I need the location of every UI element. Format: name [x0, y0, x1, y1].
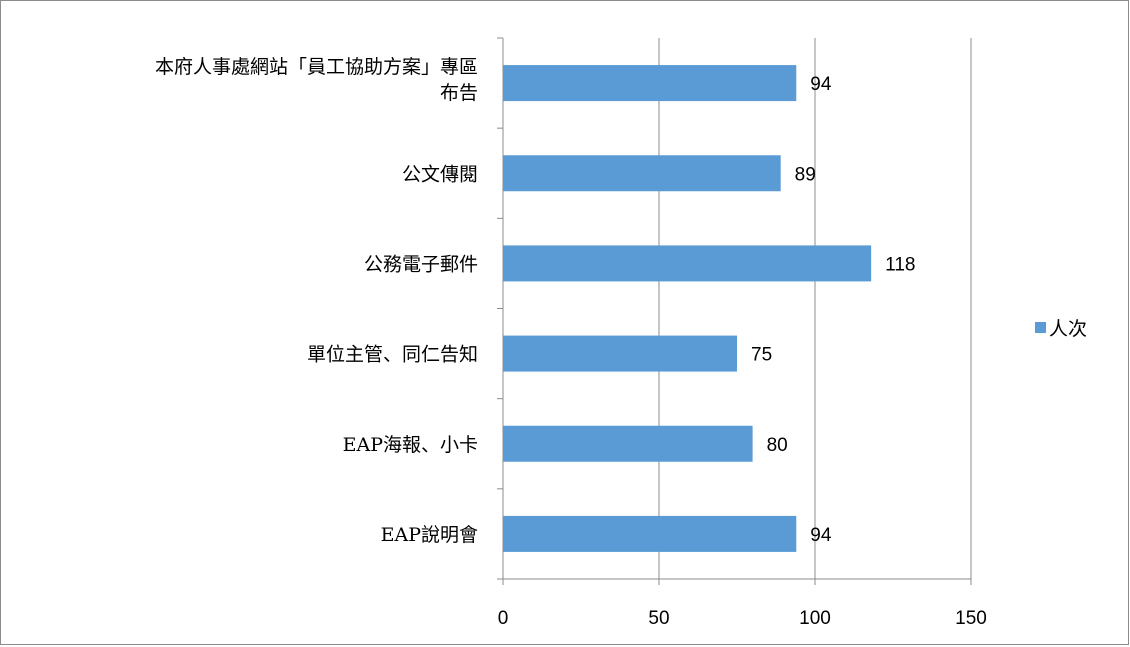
bar: [503, 425, 753, 462]
data-label: 118: [885, 254, 915, 275]
category-label: EAP說明會: [381, 524, 478, 546]
data-label: 75: [751, 345, 772, 366]
data-label: 94: [810, 74, 832, 95]
category-label: 布告: [440, 82, 478, 104]
bar: [503, 155, 781, 192]
category-label: 單位主管、同仁告知: [307, 344, 478, 366]
data-label: 89: [795, 164, 816, 185]
bar: [503, 335, 737, 372]
x-tick-label: 0: [498, 608, 509, 629]
data-label: 80: [767, 435, 788, 456]
x-tick-label: 100: [799, 608, 831, 629]
bar: [503, 515, 797, 552]
bar: [503, 245, 872, 282]
category-label: EAP海報、小卡: [343, 434, 478, 456]
bar: [503, 65, 797, 102]
x-tick-label: 50: [648, 608, 669, 629]
x-tick-label: 150: [955, 608, 987, 629]
legend-swatch: [1035, 322, 1046, 333]
legend-label: 人次: [1049, 318, 1087, 340]
data-label: 94: [810, 525, 832, 546]
category-label: 本府人事處網站「員工協助方案」專區: [155, 56, 478, 78]
category-label: 公文傳閱: [402, 163, 478, 185]
category-label: 公務電子郵件: [364, 253, 478, 275]
